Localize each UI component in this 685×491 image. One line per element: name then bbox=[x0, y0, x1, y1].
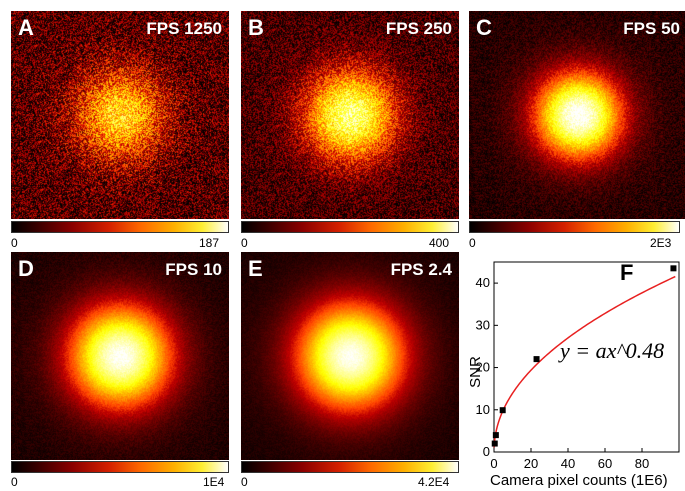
fps-label-e: FPS 2.4 bbox=[390, 260, 452, 279]
x-tick-label: 80 bbox=[635, 456, 649, 471]
fluorescence-image-a bbox=[11, 11, 229, 219]
fit-equation: y = ax^0.48 bbox=[558, 338, 664, 363]
fps-label-d: FPS 10 bbox=[165, 260, 222, 279]
image-panel-c: C FPS 50 bbox=[469, 11, 685, 219]
snr-chart: 0 20 40 60 80 0 10 20 30 40 F y = ax^0.48 Camera… bbox=[467, 260, 680, 489]
x-tick-label: 60 bbox=[598, 456, 612, 471]
panel-label-d: D bbox=[18, 256, 34, 281]
x-axis-label: Camera pixel counts (1E6) bbox=[490, 472, 668, 489]
fluorescence-image-d bbox=[11, 252, 229, 460]
data-point-3 bbox=[533, 356, 540, 363]
colorbar-d bbox=[11, 461, 229, 473]
colorbar-e bbox=[241, 461, 459, 473]
x-tick-label: 40 bbox=[561, 456, 575, 471]
colorbar-min-a: 0 bbox=[11, 236, 18, 250]
plot-frame bbox=[493, 261, 680, 453]
panel-label-a: A bbox=[18, 15, 34, 40]
y-ticks: 0 10 20 30 40 bbox=[476, 275, 498, 459]
panel-label-c: C bbox=[476, 15, 492, 40]
y-tick-label: 20 bbox=[476, 360, 490, 375]
colorbar-min-c: 0 bbox=[469, 236, 476, 250]
image-panel-d: D FPS 10 bbox=[11, 252, 229, 460]
y-tick-label: 30 bbox=[476, 317, 490, 332]
data-point-1 bbox=[492, 432, 499, 439]
panel-label-e: E bbox=[248, 256, 263, 281]
x-tick-label: 0 bbox=[490, 456, 497, 471]
colorbar-max-b: 400 bbox=[429, 236, 450, 250]
panel-label-b: B bbox=[248, 15, 264, 40]
fluorescence-image-b bbox=[241, 11, 459, 219]
panel-label-f: F bbox=[620, 260, 633, 285]
image-panel-a: A FPS 1250 bbox=[11, 11, 229, 219]
y-tick-label: 0 bbox=[483, 444, 490, 459]
y-axis-label: SNR bbox=[467, 356, 484, 388]
fluorescence-image-e bbox=[241, 252, 459, 460]
colorbar-max-d: 1E4 bbox=[203, 475, 225, 489]
x-tick-label: 20 bbox=[524, 456, 538, 471]
fluorescence-image-c bbox=[469, 11, 685, 219]
data-point-0 bbox=[491, 440, 498, 447]
colorbar-max-c: 2E3 bbox=[650, 236, 672, 250]
image-panel-e: E FPS 2.4 bbox=[241, 252, 459, 460]
y-tick-label: 10 bbox=[476, 402, 490, 417]
colorbar-min-d: 0 bbox=[11, 475, 18, 489]
fps-label-a: FPS 1250 bbox=[146, 19, 222, 38]
image-panel-b: B FPS 250 bbox=[241, 11, 459, 219]
fps-label-c: FPS 50 bbox=[623, 19, 680, 38]
data-points-layer bbox=[491, 265, 677, 447]
colorbar-c bbox=[469, 221, 680, 233]
colorbar-b bbox=[241, 221, 459, 233]
data-point-2 bbox=[499, 407, 506, 414]
colorbar-max-e: 4.2E4 bbox=[418, 475, 450, 489]
x-ticks: 0 20 40 60 80 bbox=[490, 448, 649, 471]
y-tick-label: 40 bbox=[476, 275, 490, 290]
colorbar-min-e: 0 bbox=[241, 475, 248, 489]
colorbar-a bbox=[11, 221, 229, 233]
data-point-4 bbox=[670, 265, 677, 272]
colorbar-min-b: 0 bbox=[241, 236, 248, 250]
colorbar-max-a: 187 bbox=[199, 236, 220, 250]
fps-label-b: FPS 250 bbox=[385, 19, 452, 38]
